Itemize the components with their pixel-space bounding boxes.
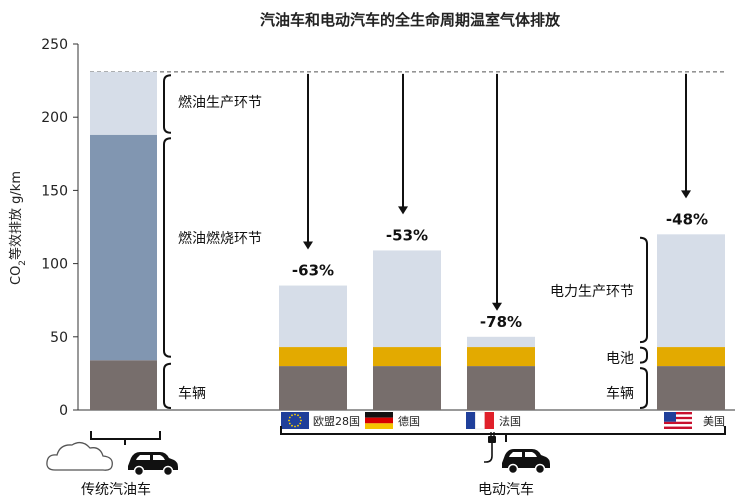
reduction-percent-label: -48%	[666, 210, 708, 228]
chart-title: 汽油车和电动汽车的全生命周期温室气体排放	[260, 11, 561, 29]
segment-bracket	[639, 236, 648, 344]
ev-group-bracket	[280, 426, 726, 442]
gasoline-vehicle-bar	[90, 360, 157, 410]
usa-flag-stripe	[664, 426, 692, 429]
gasoline-production-bar	[90, 71, 157, 135]
reduction-percent-label: -53%	[386, 226, 428, 244]
eu-flag-star	[288, 419, 290, 422]
eu-flag	[281, 412, 309, 429]
annotations: -63% -53% -78% -48%	[163, 73, 708, 409]
ev-battery-bar	[467, 347, 535, 367]
eu-flag-star	[297, 414, 299, 417]
ev-car-icon	[484, 432, 550, 475]
bars	[90, 71, 725, 410]
country-label: 美国	[703, 415, 725, 428]
france-flag-stripe	[466, 412, 476, 429]
ev-vehicle-bar	[657, 366, 725, 410]
germany-flag-stripe	[365, 423, 393, 429]
segment-bracket	[639, 367, 648, 409]
country-label: 法国	[499, 414, 521, 428]
y-tick-label: 50	[50, 330, 68, 346]
gasoline-segment-labels: 燃油生产环节 燃油燃烧环节 车辆	[178, 94, 262, 402]
y-axis-label: CO2等效排放 g/km	[8, 171, 28, 285]
usa-flag-stripe	[664, 416, 692, 420]
ev-label: 电动汽车	[478, 481, 534, 498]
y-axis-label-co: CO	[9, 266, 24, 285]
country-label: 德国	[398, 414, 420, 428]
y-tick-label: 150	[41, 183, 68, 199]
germany-flag-stripe	[365, 417, 393, 424]
eu-flag-star	[294, 425, 296, 428]
ev-battery-bar	[373, 347, 441, 367]
ev-vehicle-bar	[279, 366, 347, 410]
country-label: 欧盟28国	[313, 415, 360, 428]
usa-flag	[664, 412, 692, 429]
segment-bracket	[163, 74, 172, 134]
cloud-icon	[46, 441, 113, 471]
france-flag-stripe	[475, 411, 485, 430]
ev-battery-bar	[279, 347, 347, 367]
ev-electricity-bar	[657, 234, 725, 348]
usa-flag-canton	[664, 412, 676, 422]
france-flag-stripe	[484, 412, 494, 429]
eu-flag-star	[297, 424, 299, 427]
label-fuel-combustion: 燃油燃烧环节	[178, 230, 262, 247]
reduction-percent-label: -63%	[292, 262, 334, 280]
gasoline-group-bracket	[90, 431, 161, 445]
country-flags: 欧盟28国 德国 法国 美国	[281, 411, 725, 430]
reduction-arrow-head	[681, 190, 691, 199]
france-flag	[466, 411, 494, 430]
eu-flag-star	[299, 416, 302, 419]
usa-flag-stripe	[664, 421, 692, 425]
y-axis-label-rest: 等效排放 g/km	[8, 171, 24, 260]
ev-vehicle-bar	[467, 366, 535, 410]
eu-flag-star	[288, 416, 291, 419]
usa-flag-stripe	[664, 412, 692, 415]
gasoline-combustion-bar	[90, 134, 157, 361]
reduction-arrow-head	[492, 302, 502, 311]
eu-flag-star	[300, 419, 302, 422]
y-axis: 0 50 100 150 200 250	[41, 37, 735, 419]
label-ev-vehicle: 车辆	[606, 385, 634, 402]
label-electricity-production: 电力生产环节	[550, 284, 634, 300]
usa-flag-stripe	[664, 419, 692, 422]
y-tick-label: 200	[41, 110, 68, 126]
ev-battery-bar	[657, 347, 725, 367]
ev-electricity-bar	[279, 285, 347, 348]
eu-flag-star	[294, 413, 296, 416]
y-tick-label: 250	[41, 37, 68, 53]
y-axis-label-sub: 2	[18, 260, 28, 266]
reduction-arrow-head	[303, 241, 313, 250]
germany-flag-stripe	[365, 412, 393, 418]
ev-vehicle-bar	[373, 366, 441, 410]
reduction-arrow-head	[398, 206, 408, 215]
segment-bracket	[163, 137, 172, 358]
y-tick-label: 100	[41, 257, 68, 273]
gasoline-car-label: 传统汽油车	[81, 481, 151, 498]
car-icon	[128, 452, 178, 477]
usa-flag-stripe	[664, 414, 692, 417]
ev-segment-labels: 电力生产环节 电池 车辆	[550, 284, 634, 402]
eu-flag-star	[291, 424, 293, 427]
eu-flag-star	[291, 414, 293, 417]
reduction-percent-label: -78%	[480, 313, 522, 331]
label-vehicle: 车辆	[178, 385, 206, 402]
eu-flag-field	[281, 412, 309, 429]
label-fuel-production: 燃油生产环节	[178, 94, 262, 111]
segment-bracket	[639, 346, 648, 364]
ev-electricity-bar	[467, 336, 535, 348]
eu-flag-star	[299, 422, 302, 425]
usa-flag-stripe	[664, 424, 692, 427]
segment-bracket	[163, 362, 172, 409]
label-battery: 电池	[606, 351, 634, 367]
ev-electricity-bar	[373, 250, 441, 348]
y-tick-label: 0	[59, 403, 68, 419]
germany-flag	[365, 412, 393, 429]
eu-flag-star	[288, 422, 291, 425]
